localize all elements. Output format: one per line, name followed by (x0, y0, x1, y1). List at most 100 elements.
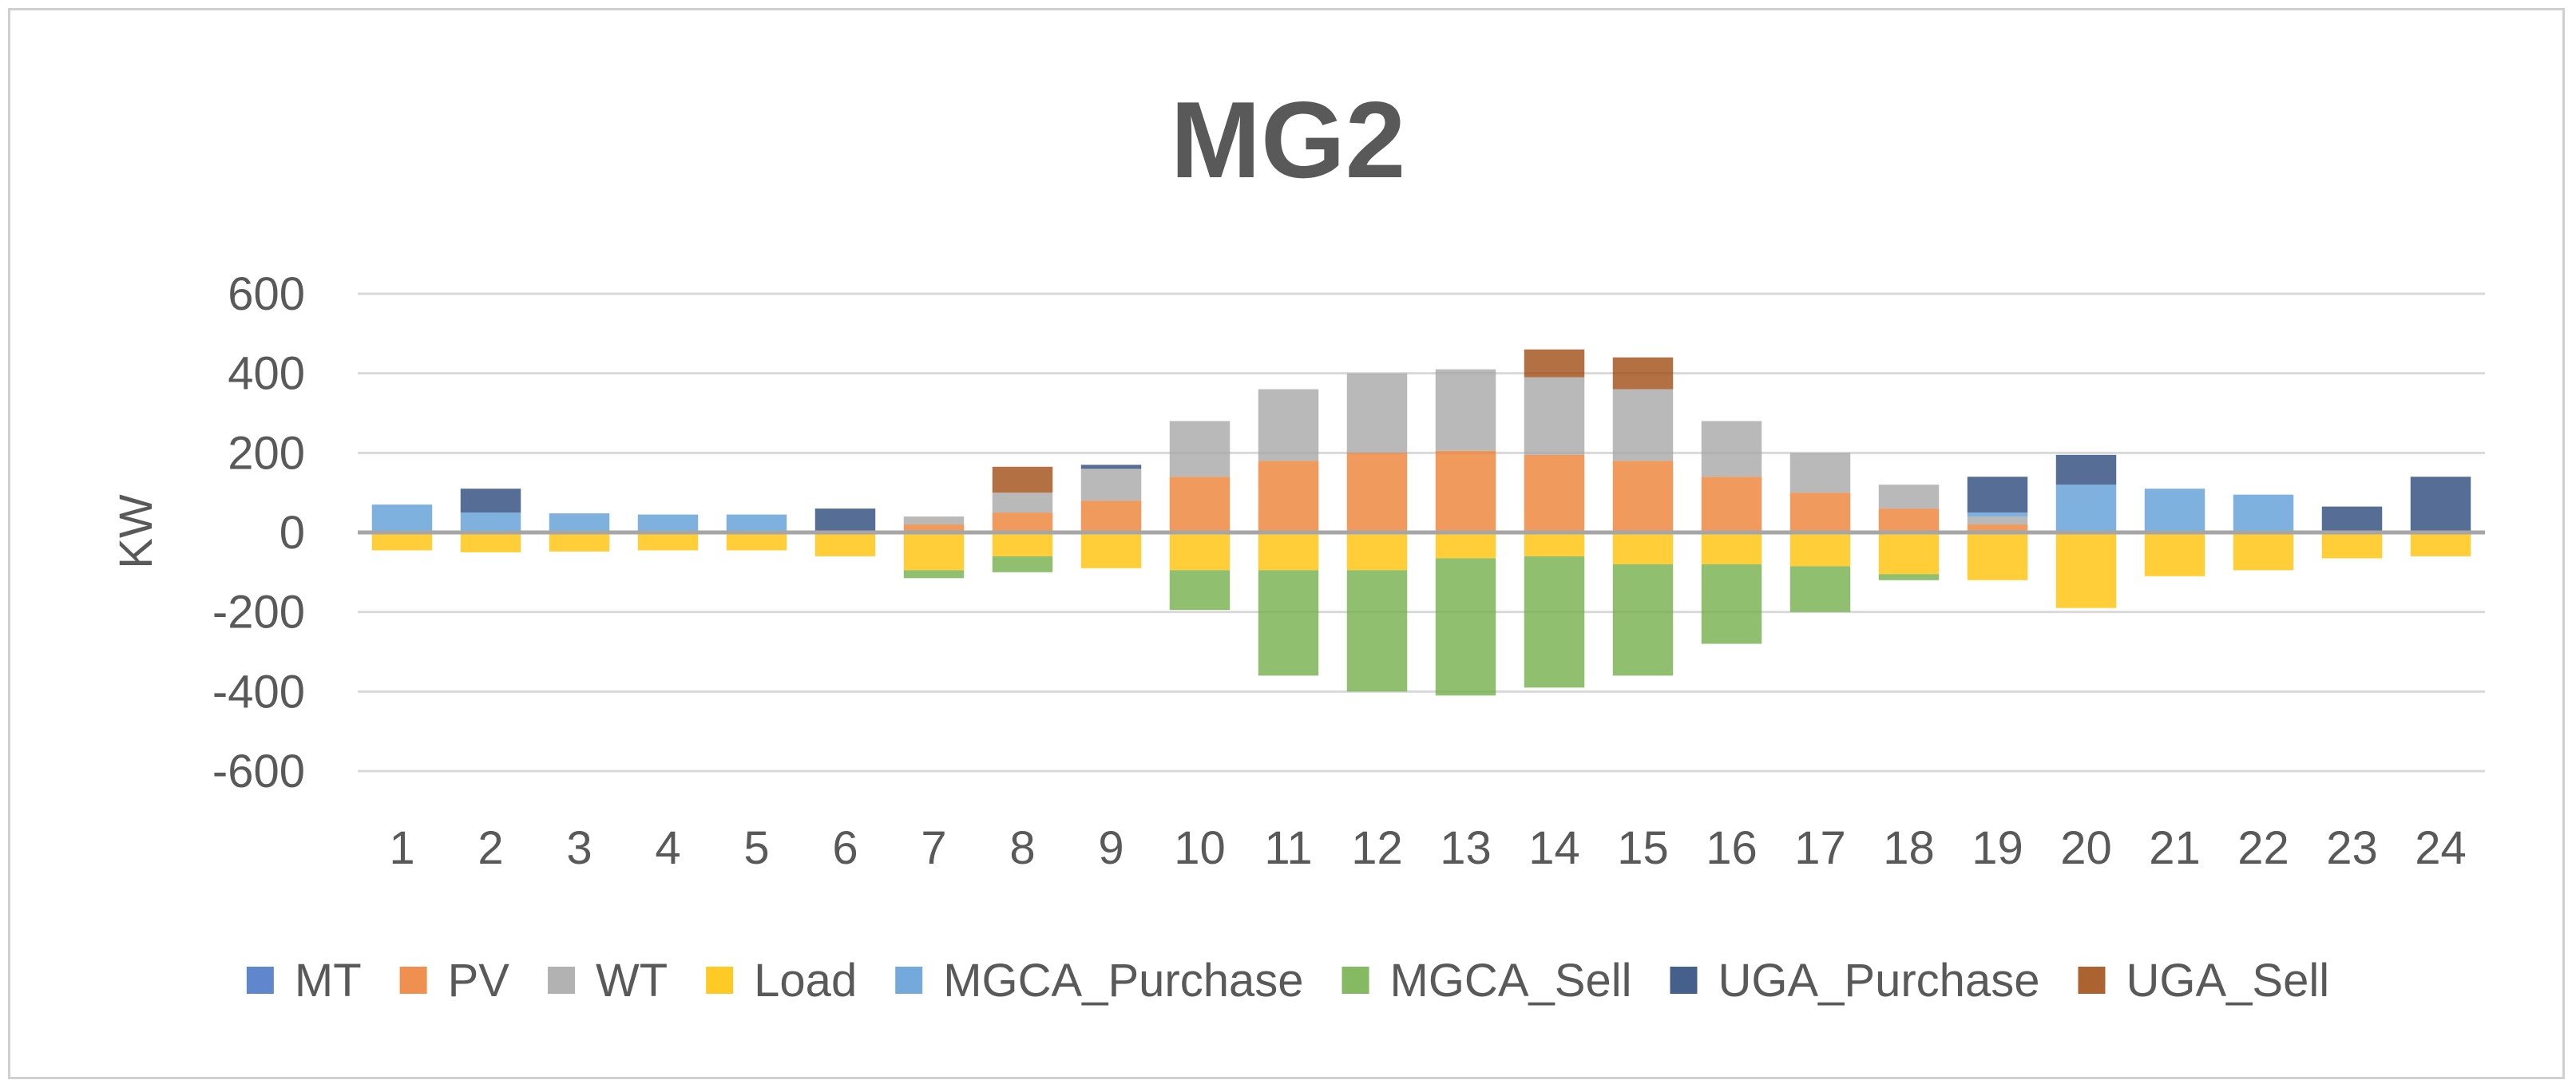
legend-label-UGA_Sell: UGA_Sell (2126, 955, 2329, 1007)
bar-UGA_Purchase-23 (2321, 506, 2383, 532)
bar-WT-8 (992, 493, 1053, 513)
bar-WT-12 (1346, 373, 1408, 453)
bar-WT-14 (1524, 377, 1585, 455)
bar-Load-2 (460, 532, 521, 552)
bar-WT-7 (903, 516, 965, 525)
bar-WT-16 (1701, 421, 1762, 477)
legend-label-MGCA_Sell: MGCA_Sell (1390, 955, 1632, 1007)
bar-PV-10 (1169, 477, 1231, 532)
bar-PV-14 (1524, 454, 1585, 532)
bar-UGA_Purchase-9 (1080, 465, 1142, 469)
bar-Load-3 (549, 532, 610, 552)
bar-MGCA_Sell-14 (1524, 556, 1585, 688)
x-tick-12: 12 (1351, 822, 1403, 874)
y-tick--600: -600 (212, 746, 305, 797)
x-tick-24: 24 (2415, 822, 2467, 874)
bars (371, 349, 2471, 696)
x-tick-labels: 1 2 3 4 5 6 7 8 9 10 11 12 13 14 15 16 17 18 19 20 21 22 23 24 (389, 822, 2466, 874)
bar-MGCA_Purchase-5 (726, 514, 787, 532)
legend-item-UGA_Purchase: UGA_Purchase (1670, 955, 2039, 1007)
x-tick-5: 5 (743, 822, 769, 874)
x-tick-21: 21 (2149, 822, 2201, 874)
x-tick-1: 1 (389, 822, 414, 874)
bar-MGCA_Purchase-21 (2144, 489, 2205, 532)
legend-swatch-MT (246, 967, 274, 994)
bar-WT-11 (1258, 389, 1319, 461)
legend-label-MT: MT (295, 955, 362, 1007)
y-tick-200: 200 (228, 427, 305, 479)
y-axis-label: KW (110, 494, 162, 569)
legend-label-PV: PV (448, 955, 510, 1007)
legend-label-MGCA_Purchase: MGCA_Purchase (943, 955, 1303, 1007)
bar-Load-9 (1080, 532, 1142, 568)
bar-UGA_Sell-15 (1612, 357, 1674, 390)
grid-lines (358, 292, 2485, 773)
bar-Load-21 (2144, 532, 2205, 576)
bar-MGCA_Sell-12 (1346, 570, 1408, 692)
bar-WT-13 (1435, 369, 1496, 451)
y-tick-600: 600 (228, 268, 305, 320)
legend: MT PV WT Load MGCA_Purchase MGCA_Sell UGA_Purc… (246, 955, 2329, 1007)
bar-PV-8 (992, 512, 1053, 532)
bar-MGCA_Purchase-1 (371, 504, 433, 532)
x-tick-8: 8 (1009, 822, 1035, 874)
x-tick-18: 18 (1883, 822, 1935, 874)
bar-MGCA_Sell-18 (1878, 574, 1940, 580)
bar-Load-5 (726, 532, 787, 551)
x-tick-13: 13 (1440, 822, 1492, 874)
bar-Load-19 (1967, 532, 2028, 580)
legend-swatch-PV (399, 967, 427, 994)
bar-Load-14 (1524, 532, 1585, 556)
bar-MGCA_Sell-7 (903, 570, 965, 579)
bar-MGCA_Purchase-22 (2233, 494, 2294, 532)
bar-UGA_Purchase-20 (2055, 454, 2117, 485)
bar-Load-1 (371, 532, 433, 551)
bar-PV-12 (1346, 453, 1408, 532)
y-tick-0: 0 (279, 507, 305, 559)
bar-WT-17 (1789, 453, 1851, 493)
bar-Load-17 (1789, 532, 1851, 567)
bar-MGCA_Purchase-2 (460, 512, 521, 532)
bar-PV-18 (1878, 508, 1940, 532)
x-tick-7: 7 (921, 822, 946, 874)
legend-item-UGA_Sell: UGA_Sell (2078, 955, 2329, 1007)
legend-label-Load: Load (754, 955, 857, 1007)
x-tick-23: 23 (2326, 822, 2378, 874)
x-tick-4: 4 (655, 822, 680, 874)
y-tick-labels: 600 400 200 0 -200 -400 -600 (212, 268, 305, 797)
chart-title: MG2 (1171, 79, 1406, 200)
x-tick-16: 16 (1706, 822, 1758, 874)
bar-PV-15 (1612, 461, 1674, 532)
bar-Load-18 (1878, 532, 1940, 575)
x-tick-22: 22 (2237, 822, 2289, 874)
bar-MGCA_Sell-16 (1701, 564, 1762, 644)
bar-UGA_Purchase-24 (2410, 477, 2471, 532)
bar-Load-16 (1701, 532, 1762, 564)
bar-WT-18 (1878, 485, 1940, 509)
y-tick-400: 400 (228, 348, 305, 400)
bar-MGCA_Sell-11 (1258, 570, 1319, 676)
bar-WT-9 (1080, 469, 1142, 501)
bar-MGCA_Purchase-3 (549, 513, 610, 532)
x-tick-20: 20 (2060, 822, 2112, 874)
legend-swatch-WT (548, 967, 575, 994)
bar-UGA_Purchase-6 (814, 508, 876, 532)
bar-Load-8 (992, 532, 1053, 556)
y-tick--400: -400 (212, 666, 305, 718)
bar-UGA_Purchase-19 (1967, 477, 2028, 513)
bar-Load-22 (2233, 532, 2294, 571)
bar-PV-17 (1789, 493, 1851, 532)
x-tick-2: 2 (478, 822, 503, 874)
bar-MGCA_Sell-10 (1169, 570, 1231, 611)
bar-Load-10 (1169, 532, 1231, 571)
legend-label-WT: WT (596, 955, 668, 1007)
bar-Load-7 (903, 532, 965, 571)
bar-PV-11 (1258, 461, 1319, 532)
legend-label-UGA_Purchase: UGA_Purchase (1718, 955, 2039, 1007)
bar-PV-13 (1435, 450, 1496, 532)
x-tick-9: 9 (1098, 822, 1124, 874)
legend-swatch-MGCA_Purchase (895, 967, 923, 994)
bar-PV-16 (1701, 477, 1762, 532)
bar-UGA_Sell-14 (1524, 349, 1585, 378)
